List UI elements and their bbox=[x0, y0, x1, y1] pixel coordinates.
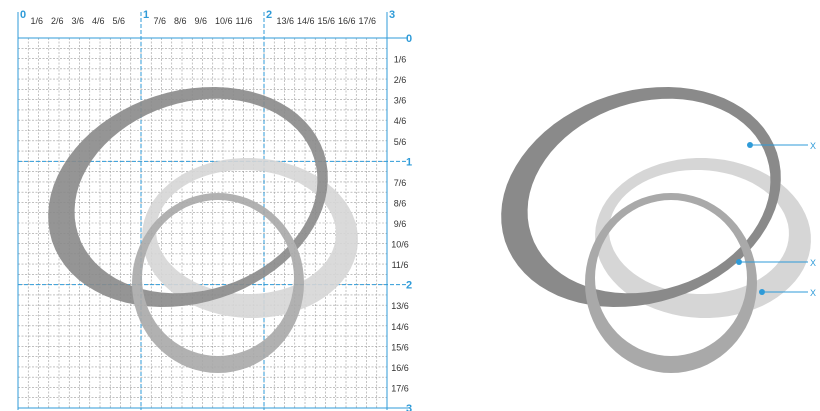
top-scale-label: 17/6 bbox=[359, 16, 377, 26]
top-scale-label: 3/6 bbox=[72, 16, 85, 26]
top-scale-label: 1/6 bbox=[31, 16, 44, 26]
top-scale-label: 0 bbox=[20, 9, 26, 21]
right-scale-label: 13/6 bbox=[391, 301, 409, 311]
logo-standalone bbox=[501, 87, 811, 373]
right-scale-label: 15/6 bbox=[391, 342, 409, 352]
top-scale-label: 5/6 bbox=[113, 16, 126, 26]
top-scale-label: 4/6 bbox=[92, 16, 105, 26]
logo-on-grid bbox=[48, 87, 358, 373]
right-scale-label: 0 bbox=[406, 33, 412, 45]
right-scale-label: 16/6 bbox=[391, 363, 409, 373]
right-scale-label: 5/6 bbox=[394, 137, 407, 147]
ring-dark bbox=[501, 87, 781, 307]
top-scale-label: 9/6 bbox=[195, 16, 208, 26]
top-scale-label: 2/6 bbox=[51, 16, 64, 26]
top-scale-label: 16/6 bbox=[338, 16, 356, 26]
right-scale-label: 8/6 bbox=[394, 198, 407, 208]
top-scale-label: 2 bbox=[266, 9, 272, 21]
callout-label: X bbox=[810, 141, 816, 151]
right-scale-label: 2 bbox=[406, 280, 412, 292]
thickness-callouts: X X X bbox=[736, 141, 816, 298]
top-scale-label: 10/6 bbox=[215, 16, 233, 26]
top-scale-label: 7/6 bbox=[154, 16, 167, 26]
callout-dot bbox=[747, 142, 753, 148]
callout-dot bbox=[759, 289, 765, 295]
top-scale-label: 3 bbox=[389, 9, 395, 21]
callout-label: X bbox=[810, 258, 816, 268]
top-scale-label: 8/6 bbox=[174, 16, 187, 26]
right-scale-label: 7/6 bbox=[394, 178, 407, 188]
callout-middle-ring: X bbox=[736, 258, 816, 268]
right-scale-label: 10/6 bbox=[391, 240, 409, 250]
right-scale-label: 3/6 bbox=[394, 96, 407, 106]
top-scale-labels: 0 1/6 2/6 3/6 4/6 5/6 1 7/6 8/6 9/6 10/6 11/6 2 13/6 1… bbox=[20, 9, 395, 26]
top-scale-label: 13/6 bbox=[277, 16, 295, 26]
construction-grid: 0 1/6 2/6 3/6 4/6 5/6 1 7/6 8/6 9/6 10/6 11/6 2 13/6 1… bbox=[17, 9, 412, 411]
right-scale-label: 17/6 bbox=[391, 383, 409, 393]
right-scale-label: 4/6 bbox=[394, 116, 407, 126]
ring-middle bbox=[585, 193, 757, 373]
right-scale-label: 3 bbox=[406, 403, 412, 411]
right-scale-label: 11/6 bbox=[392, 260, 409, 270]
right-scale-label: 14/6 bbox=[391, 322, 409, 332]
ring-middle bbox=[132, 193, 304, 373]
callout-dot bbox=[736, 259, 742, 265]
right-scale-label: 1 bbox=[406, 156, 412, 168]
right-scale-label: 9/6 bbox=[394, 219, 407, 229]
callout-label: X bbox=[810, 288, 816, 298]
callout-light-ring: X bbox=[759, 288, 816, 298]
right-scale-label: 2/6 bbox=[394, 75, 407, 85]
callout-outer-ring: X bbox=[747, 141, 816, 151]
right-scale-labels: 01/62/63/64/65/617/68/69/610/611/6213/61… bbox=[391, 33, 412, 411]
top-scale-label: 14/6 bbox=[297, 16, 315, 26]
top-scale-label: 11/6 bbox=[236, 16, 253, 26]
top-scale-label: 1 bbox=[143, 9, 149, 21]
top-scale-label: 15/6 bbox=[318, 16, 336, 26]
right-scale-label: 1/6 bbox=[394, 55, 407, 65]
